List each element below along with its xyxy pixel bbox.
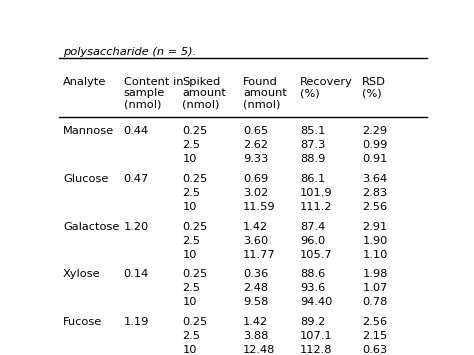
Text: 86.1: 86.1 bbox=[300, 174, 325, 184]
Text: 0.25: 0.25 bbox=[182, 317, 208, 327]
Text: 94.40: 94.40 bbox=[300, 297, 332, 307]
Text: Glucose: Glucose bbox=[63, 174, 108, 184]
Text: 111.2: 111.2 bbox=[300, 202, 332, 212]
Text: 2.48: 2.48 bbox=[243, 283, 268, 294]
Text: Xylose: Xylose bbox=[63, 269, 100, 279]
Text: 96.0: 96.0 bbox=[300, 236, 325, 246]
Text: 2.62: 2.62 bbox=[243, 140, 268, 150]
Text: 105.7: 105.7 bbox=[300, 250, 332, 260]
Text: 11.77: 11.77 bbox=[243, 250, 275, 260]
Text: 2.5: 2.5 bbox=[182, 331, 201, 341]
Text: 0.25: 0.25 bbox=[182, 126, 208, 136]
Text: 0.91: 0.91 bbox=[362, 154, 388, 164]
Text: 85.1: 85.1 bbox=[300, 126, 325, 136]
Text: 1.98: 1.98 bbox=[362, 269, 388, 279]
Text: 0.47: 0.47 bbox=[124, 174, 149, 184]
Text: 11.59: 11.59 bbox=[243, 202, 275, 212]
Text: 0.63: 0.63 bbox=[362, 345, 388, 355]
Text: 0.69: 0.69 bbox=[243, 174, 268, 184]
Text: 1.10: 1.10 bbox=[362, 250, 388, 260]
Text: Spiked
amount
(nmol): Spiked amount (nmol) bbox=[182, 77, 226, 110]
Text: 0.14: 0.14 bbox=[124, 269, 149, 279]
Text: 1.07: 1.07 bbox=[362, 283, 388, 294]
Text: 87.3: 87.3 bbox=[300, 140, 325, 150]
Text: Found
amount
(nmol): Found amount (nmol) bbox=[243, 77, 287, 110]
Text: 3.02: 3.02 bbox=[243, 188, 268, 198]
Text: 93.6: 93.6 bbox=[300, 283, 325, 294]
Text: 0.99: 0.99 bbox=[362, 140, 388, 150]
Text: 10: 10 bbox=[182, 202, 197, 212]
Text: 2.56: 2.56 bbox=[362, 202, 387, 212]
Text: Fucose: Fucose bbox=[63, 317, 102, 327]
Text: 2.5: 2.5 bbox=[182, 188, 201, 198]
Text: Recovery
(%): Recovery (%) bbox=[300, 77, 353, 98]
Text: 10: 10 bbox=[182, 345, 197, 355]
Text: 2.83: 2.83 bbox=[362, 188, 388, 198]
Text: 87.4: 87.4 bbox=[300, 222, 325, 232]
Text: 89.2: 89.2 bbox=[300, 317, 325, 327]
Text: 2.5: 2.5 bbox=[182, 236, 201, 246]
Text: 10: 10 bbox=[182, 250, 197, 260]
Text: 1.20: 1.20 bbox=[124, 222, 149, 232]
Text: 2.5: 2.5 bbox=[182, 283, 201, 294]
Text: 0.25: 0.25 bbox=[182, 174, 208, 184]
Text: 3.60: 3.60 bbox=[243, 236, 268, 246]
Text: 2.29: 2.29 bbox=[362, 126, 387, 136]
Text: 3.88: 3.88 bbox=[243, 331, 268, 341]
Text: RSD
(%): RSD (%) bbox=[362, 77, 386, 98]
Text: Analyte: Analyte bbox=[63, 77, 106, 87]
Text: 2.56: 2.56 bbox=[362, 317, 387, 327]
Text: 0.44: 0.44 bbox=[124, 126, 149, 136]
Text: 10: 10 bbox=[182, 154, 197, 164]
Text: 88.6: 88.6 bbox=[300, 269, 325, 279]
Text: 0.25: 0.25 bbox=[182, 269, 208, 279]
Text: 1.19: 1.19 bbox=[124, 317, 149, 327]
Text: polysaccharide (n = 5).: polysaccharide (n = 5). bbox=[63, 47, 196, 57]
Text: 0.65: 0.65 bbox=[243, 126, 268, 136]
Text: 112.8: 112.8 bbox=[300, 345, 332, 355]
Text: 1.90: 1.90 bbox=[362, 236, 388, 246]
Text: 0.78: 0.78 bbox=[362, 297, 388, 307]
Text: 9.58: 9.58 bbox=[243, 297, 268, 307]
Text: 0.25: 0.25 bbox=[182, 222, 208, 232]
Text: Galactose: Galactose bbox=[63, 222, 119, 232]
Text: Content in
sample
(nmol): Content in sample (nmol) bbox=[124, 77, 183, 110]
Text: 107.1: 107.1 bbox=[300, 331, 332, 341]
Text: 101.9: 101.9 bbox=[300, 188, 332, 198]
Text: 10: 10 bbox=[182, 297, 197, 307]
Text: 2.5: 2.5 bbox=[182, 140, 201, 150]
Text: 2.15: 2.15 bbox=[362, 331, 388, 341]
Text: 0.36: 0.36 bbox=[243, 269, 268, 279]
Text: 3.64: 3.64 bbox=[362, 174, 387, 184]
Text: 1.42: 1.42 bbox=[243, 222, 268, 232]
Text: 12.48: 12.48 bbox=[243, 345, 275, 355]
Text: 2.91: 2.91 bbox=[362, 222, 388, 232]
Text: 9.33: 9.33 bbox=[243, 154, 268, 164]
Text: 88.9: 88.9 bbox=[300, 154, 325, 164]
Text: 1.42: 1.42 bbox=[243, 317, 268, 327]
Text: Mannose: Mannose bbox=[63, 126, 114, 136]
